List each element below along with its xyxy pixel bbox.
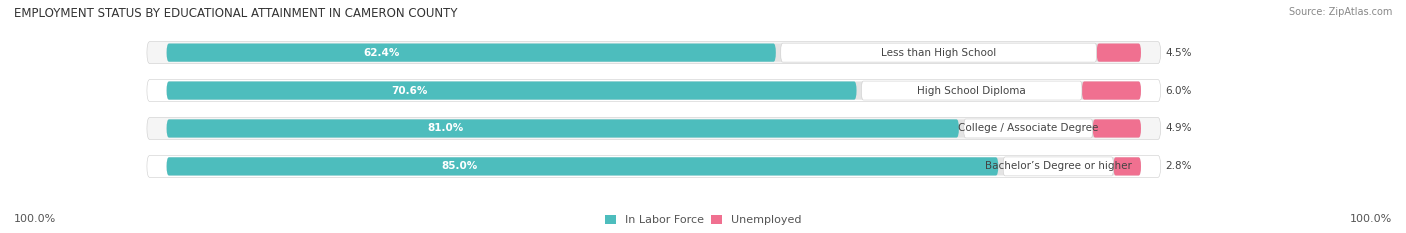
Text: High School Diploma: High School Diploma	[917, 86, 1026, 96]
FancyBboxPatch shape	[965, 119, 1092, 138]
Text: 85.0%: 85.0%	[441, 161, 478, 171]
Legend: In Labor Force, Unemployed: In Labor Force, Unemployed	[605, 215, 801, 225]
FancyBboxPatch shape	[167, 157, 1142, 175]
Text: 4.5%: 4.5%	[1166, 48, 1192, 58]
FancyBboxPatch shape	[167, 119, 959, 137]
Text: Source: ZipAtlas.com: Source: ZipAtlas.com	[1288, 7, 1392, 17]
FancyBboxPatch shape	[1092, 119, 1142, 137]
Text: Less than High School: Less than High School	[882, 48, 997, 58]
Text: 70.6%: 70.6%	[392, 86, 427, 96]
Text: College / Associate Degree: College / Associate Degree	[957, 123, 1098, 134]
FancyBboxPatch shape	[167, 82, 856, 100]
Text: 81.0%: 81.0%	[427, 123, 464, 134]
Text: 100.0%: 100.0%	[14, 214, 56, 224]
Text: Bachelor’s Degree or higher: Bachelor’s Degree or higher	[984, 161, 1132, 171]
Text: 2.8%: 2.8%	[1166, 161, 1192, 171]
FancyBboxPatch shape	[167, 44, 1142, 62]
Text: 4.9%: 4.9%	[1166, 123, 1192, 134]
Text: 6.0%: 6.0%	[1166, 86, 1192, 96]
FancyBboxPatch shape	[1083, 82, 1142, 100]
FancyBboxPatch shape	[148, 155, 1161, 177]
FancyBboxPatch shape	[148, 42, 1161, 64]
FancyBboxPatch shape	[862, 81, 1083, 100]
Text: 100.0%: 100.0%	[1350, 214, 1392, 224]
FancyBboxPatch shape	[167, 44, 776, 62]
FancyBboxPatch shape	[1097, 44, 1142, 62]
FancyBboxPatch shape	[167, 119, 1142, 137]
FancyBboxPatch shape	[148, 117, 1161, 140]
FancyBboxPatch shape	[780, 43, 1097, 62]
FancyBboxPatch shape	[1004, 157, 1114, 176]
FancyBboxPatch shape	[167, 157, 998, 175]
Text: 62.4%: 62.4%	[363, 48, 399, 58]
FancyBboxPatch shape	[148, 79, 1161, 102]
Text: EMPLOYMENT STATUS BY EDUCATIONAL ATTAINMENT IN CAMERON COUNTY: EMPLOYMENT STATUS BY EDUCATIONAL ATTAINM…	[14, 7, 457, 20]
FancyBboxPatch shape	[1114, 157, 1142, 175]
FancyBboxPatch shape	[167, 82, 1142, 100]
